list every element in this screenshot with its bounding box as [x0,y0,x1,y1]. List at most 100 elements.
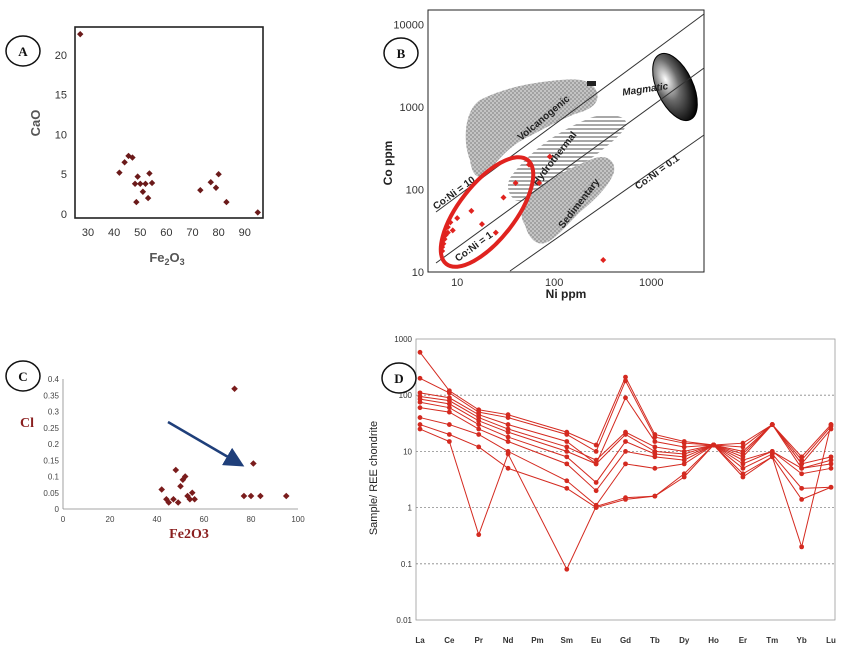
panel-b-data-point [444,224,451,231]
panel-b-x-tick-label: 10 [451,277,463,289]
panel-d-data-point [740,457,746,463]
panel-d-data-point [593,480,599,485]
panel-d-x-tick-label: Ho [708,636,719,645]
panel-d-y-tick-label: 0.1 [401,560,413,569]
panel-b-y-axis-label: Co ppm [381,141,395,186]
panel-d-data-point [623,439,628,444]
panel-d-data-point [446,439,452,444]
panel-d-series-line [419,401,832,484]
panel-d-x-tick-label: Dy [679,636,690,645]
panel-d-data-point [769,454,775,460]
panel-d-data-point [799,544,805,550]
panel-a-data-point [212,184,220,191]
panel-a-frame [74,26,264,219]
panel-d-data-point [652,493,658,499]
panel-d-letter: D [394,371,403,386]
panel-d-x-tick-label: Tb [650,636,660,645]
panel-a-data-point [77,30,84,38]
panel-d-x-tick-label: Er [739,636,747,645]
panel-d-data-point [799,496,805,502]
panel-d-x-tick-label: Nd [503,636,514,645]
panel-d-data-point [828,465,834,471]
panel-d-y-tick-label: 100 [399,391,413,400]
panel-a-data-point [215,171,222,178]
panel-d-x-tick-label: Eu [591,636,601,645]
panel-b-data-point [546,153,553,160]
panel-c-data-point [177,482,184,490]
magmatic-field [652,52,698,122]
panel-b-data-point [536,179,543,186]
panel-d-data-point [593,488,599,494]
panel-d-data-point [623,449,628,454]
panel-d-data-point [828,461,834,467]
panel-c-y-tick-label: 0.05 [43,489,59,498]
panel-d-data-point [505,451,511,457]
panel-c-data-point [282,492,290,500]
panel-d-data-point [564,566,570,572]
panel-d-data-point [476,532,482,538]
panel-d-data-point [476,418,482,424]
panel-d-data-point [681,457,687,463]
panel-b-data-point [500,194,507,201]
panel-d-data-point [740,461,746,467]
panel-d-data-point [593,449,599,454]
panel-c-y-tick-label: 0.2 [48,440,60,449]
panel-d-data-point [652,444,658,450]
panel-a-data-point [134,173,141,180]
panel-d-data-point [711,442,716,448]
panel-a-x-tick-label: 70 [186,227,198,239]
panel-c-data-point [181,473,189,480]
panel-d-data-point [681,444,687,450]
trend-arrow [167,420,245,467]
panel-b-data-point [447,219,454,226]
panel-c-letter-badge [5,360,41,392]
panel-d-data-point [623,432,628,437]
panel-b-data-point [444,229,451,236]
panel-d-data-point [446,401,452,407]
panel-d-data-point [446,422,452,427]
panel-b-data-point [454,215,461,222]
panel-a-data-point [139,188,147,195]
panel-c-y-tick-label: 0.25 [43,424,59,433]
panel-d-data-point [828,422,834,427]
panel-a-x-tick-label: 50 [134,227,146,239]
panel-a-data-point [121,159,128,166]
panel-b-x-tick-label: 1000 [639,277,663,289]
panel-a-y-tick-label: 15 [55,90,67,102]
panel-c-y-tick-label: 0.15 [43,456,59,465]
panel-b-y-tick-label: 100 [406,185,424,197]
panel-d-x-tick-label: La [415,636,425,645]
panel-d-data-point [623,374,628,380]
panel-d-data-point [681,440,687,446]
panel-d-data-point [799,471,805,477]
panel-c-data-point [170,495,177,503]
panel-d-data-point [505,465,511,471]
panel-d-data-point [505,422,511,427]
panel-d-data-point [799,457,805,463]
panel-a-letter: A [18,44,28,59]
panel-a-data-point [223,198,230,206]
panel-d-data-point [564,449,570,454]
panel-d-data-point [740,444,746,450]
panel-d-data-point [446,390,452,396]
panel-b-data-point [449,227,456,234]
panel-c-data-point [163,495,170,503]
panel-b-data-point [526,161,533,168]
panel-b-small-marker [587,81,596,86]
panel-c-data-point [240,492,248,500]
panel-a-x-axis-label: Fe2O3 [149,250,184,267]
panel-d-y-tick-label: 10 [403,447,412,456]
panel-d-data-point [593,461,599,467]
panel-d-data-point [505,439,511,444]
panel-d-y-tick-label: 1000 [394,335,412,344]
panel-d-data-point [505,415,511,420]
panel-d-data-point [652,465,658,471]
panel-a-x-tick-label: 30 [82,227,94,239]
panel-c-y-tick-label: 0.3 [48,408,60,417]
panel-d-x-tick-label: Ce [444,636,455,645]
panel-a-x-tick-label: 60 [160,227,172,239]
panel-c-y-tick-label: 0.1 [48,473,60,482]
panel-d-data-point [417,415,423,420]
panel-d-x-tick-label: Yb [797,636,807,645]
